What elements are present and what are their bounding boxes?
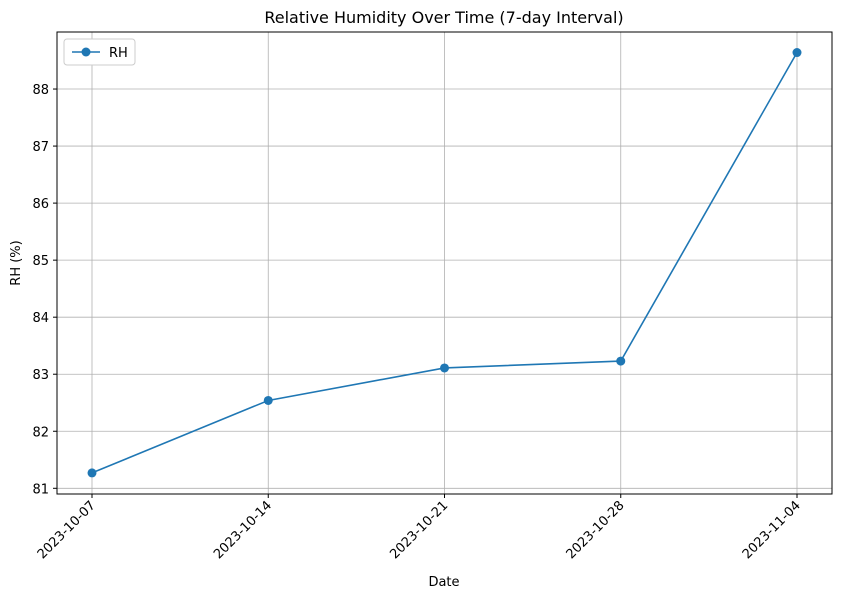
y-tick-label: 88	[32, 83, 49, 98]
y-tick-label: 82	[32, 425, 49, 440]
grid-lines	[57, 32, 832, 494]
y-tick-label: 85	[32, 254, 49, 269]
chart-title: Relative Humidity Over Time (7-day Inter…	[264, 8, 623, 27]
data-point	[440, 363, 449, 373]
legend-label: RH	[109, 46, 128, 61]
x-tick-label: 2023-10-28	[564, 498, 628, 562]
y-tick-label: 87	[32, 140, 49, 155]
data-point	[792, 48, 802, 58]
x-tick-label: 2023-10-14	[211, 498, 275, 562]
series-layer	[87, 48, 802, 478]
x-tick-label: 2023-11-04	[740, 498, 804, 562]
legend-marker	[81, 47, 91, 57]
y-axis-title: RH (%)	[9, 240, 24, 285]
legend: RH	[63, 38, 136, 66]
x-axis: 2023-10-07 2023-10-14 2023-10-21 2023-10-28…	[35, 494, 804, 562]
data-point	[616, 356, 626, 366]
x-axis-title: Date	[428, 575, 459, 590]
x-tick-label: 2023-10-21	[387, 498, 451, 562]
data-point	[263, 395, 273, 405]
y-tick-label: 84	[32, 311, 49, 326]
y-tick-label: 83	[32, 368, 49, 383]
y-tick-label: 81	[32, 482, 49, 497]
x-tick-label: 2023-10-07	[35, 498, 99, 562]
data-point	[87, 468, 97, 478]
y-tick-label: 86	[32, 197, 49, 212]
y-axis: 81 82 83 84 85 86 87 88	[32, 83, 57, 497]
